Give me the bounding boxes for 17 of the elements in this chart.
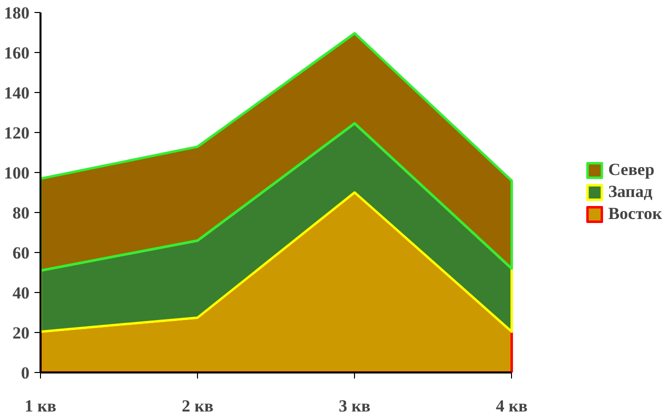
x-tick-label: 1 кв [24, 396, 56, 416]
x-tick-label: 2 кв [182, 396, 214, 416]
y-tick-label: 140 [4, 84, 30, 102]
y-tick-label: 80 [12, 204, 30, 222]
x-tick-label: 3 кв [338, 396, 371, 416]
y-tick-label: 100 [4, 164, 30, 182]
y-tick-label: 0 [21, 364, 30, 382]
y-tick-label: 60 [12, 244, 30, 262]
y-tick-label: 180 [4, 4, 30, 22]
y-tick-label: 160 [4, 44, 30, 62]
legend-label: Запад [608, 182, 652, 202]
y-tick-label: 20 [12, 324, 30, 342]
y-tick-label: 120 [4, 124, 30, 142]
x-tick-label: 4 кв [496, 396, 528, 416]
legend-label: Восток [608, 204, 662, 224]
legend-label: Север [608, 160, 654, 180]
y-tick-label: 40 [12, 284, 30, 302]
